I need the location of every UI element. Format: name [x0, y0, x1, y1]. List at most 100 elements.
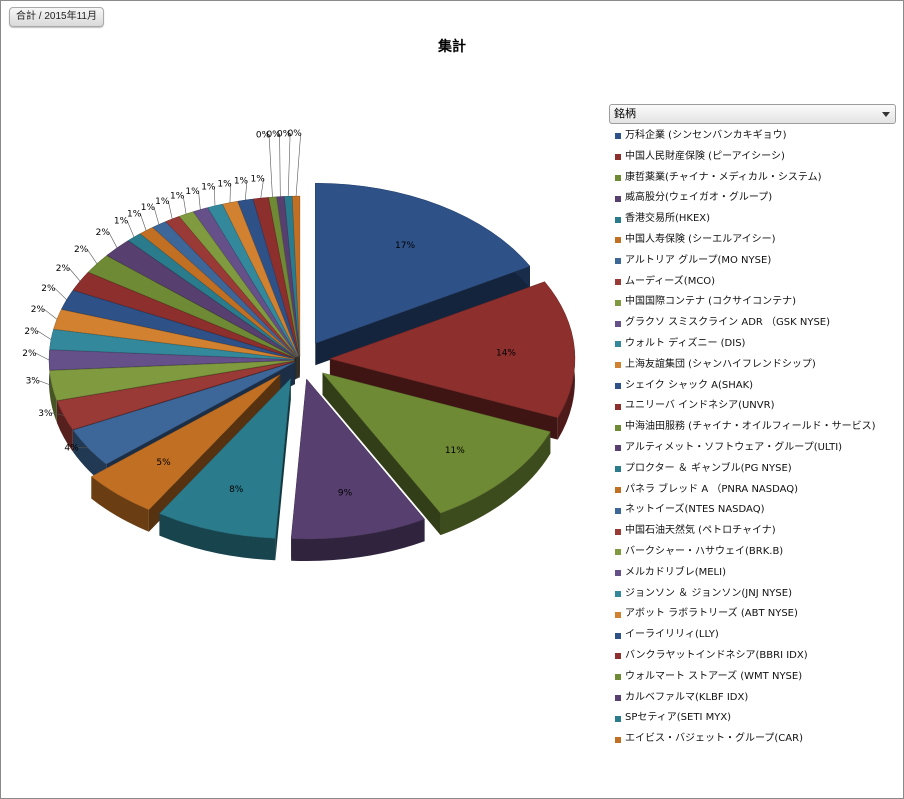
legend-label: 中国石油天然気 (ペトロチャイナ) [625, 525, 776, 537]
legend-item: バンクラヤットインドネシア(BBRI IDX) [609, 646, 896, 667]
legend-item: グラクソ スミスクライン ADR （GSK NYSE) [609, 313, 896, 334]
slice-percentage-label: 1% [170, 192, 185, 202]
legend-item: 中国石油天然気 (ペトロチャイナ) [609, 521, 896, 542]
leader-line [37, 330, 52, 340]
legend-item: 上海友誼集団 (シャンハイフレンドシップ) [609, 355, 896, 376]
pie-chart: 17%14%11%9%8%5%4%3%3%2%2%2%2%2%2%2%1%1%1… [22, 129, 576, 562]
legend-swatch [615, 174, 621, 181]
slice-percentage-label: 8% [229, 485, 244, 495]
leader-line [38, 380, 53, 386]
slice-percentage-label: 0% [256, 130, 271, 140]
legend-item: シェイク シャック A(SHAK) [609, 376, 896, 397]
filter-field-button[interactable]: 合計 / 2015年11月 [9, 7, 104, 27]
slice-percentage-label: 1% [234, 177, 249, 187]
legend-swatch [615, 590, 621, 597]
leader-line [153, 206, 160, 225]
legend-list: 万科企業 (シンセンバンカキギョウ) 中国人民財産保険 (ピーアイシーシ) 康哲薬業… [609, 126, 896, 750]
legend-label: シェイク シャック A(SHAK) [625, 379, 754, 391]
legend-label: ウォルマート ストアーズ (WMT NYSE) [625, 670, 803, 682]
slice-percentage-label: 1% [141, 203, 156, 213]
legend-swatch [615, 611, 621, 618]
legend-swatch [615, 466, 621, 473]
legend-label: 香港交易所(HKEX) [625, 213, 711, 225]
slice-percentage-label: 1% [217, 179, 232, 189]
legend-swatch [615, 653, 621, 660]
legend-label: イーライリリィ(LLY) [625, 629, 719, 641]
leader-line [86, 248, 98, 264]
legend-label: プロクター ＆ ギャンブル(PG NYSE) [625, 462, 792, 474]
legend-label: 万科企業 (シンセンバンカキギョウ) [625, 130, 787, 141]
legend-item: イーライリリィ(LLY) [609, 625, 896, 646]
chart-title: 集計 [438, 39, 466, 55]
leader-line [43, 308, 58, 320]
leader-line [68, 267, 81, 282]
leader-line [139, 213, 147, 231]
legend-label: ネットイーズ(NTES NASDAQ) [625, 504, 765, 516]
slice-percentage-label: 1% [185, 187, 200, 197]
pie-slice [159, 377, 292, 561]
legend-label: ウォルト ディズニー (DIS) [625, 337, 746, 349]
legend-item: 万科企業 (シンセンバンカキギョウ) [609, 126, 896, 147]
legend-label: アボット ラボラトリーズ (ABT NYSE) [625, 608, 798, 620]
leader-line [244, 180, 248, 201]
legend-swatch [615, 154, 621, 161]
legend-field-dropdown[interactable]: 銘柄 [609, 104, 896, 124]
legend-label: エイビス・バジェット・グループ(CAR) [625, 733, 803, 745]
leader-line [214, 186, 216, 206]
leader-line [229, 183, 231, 203]
legend-swatch [615, 549, 621, 556]
leader-line [182, 195, 187, 215]
leader-line [295, 133, 302, 197]
leader-line [260, 178, 264, 199]
slice-percentage-label: 2% [56, 264, 71, 274]
slice-percentage-label: 1% [201, 183, 216, 193]
legend-item: 中国国際コンテナ (コクサイコンテナ) [609, 292, 896, 313]
slice-percentage-label: 2% [41, 284, 56, 294]
legend-swatch [615, 715, 621, 722]
legend-item: エイビス・バジェット・グループ(CAR) [609, 729, 896, 750]
legend-swatch [615, 195, 621, 202]
legend-label: メルカドリブレ(MELI) [625, 566, 726, 578]
legend-label: パネラ ブレッド A （PNRA NASDAQ) [625, 483, 799, 495]
legend-item: メルカドリブレ(MELI) [609, 563, 896, 584]
slice-percentage-label: 1% [127, 209, 142, 219]
legend-swatch [615, 133, 621, 140]
chevron-down-icon[interactable] [882, 112, 890, 117]
legend-swatch [615, 632, 621, 639]
leader-line [51, 412, 64, 416]
leader-line [198, 190, 201, 210]
leader-line [54, 287, 67, 300]
leader-line [126, 220, 135, 238]
legend-swatch [615, 278, 621, 285]
slice-percentage-label: 1% [155, 197, 170, 207]
slice-percentage-label: 2% [24, 327, 39, 337]
legend-label: ジョンソン ＆ ジョンソン(JNJ NYSE) [625, 587, 792, 599]
legend-swatch [615, 674, 621, 681]
legend-item: 中国人民財産保険 (ピーアイシーシ) [609, 147, 896, 168]
slice-percentage-label: 3% [38, 409, 53, 419]
legend-swatch [615, 237, 621, 244]
slice-percentage-label: 3% [26, 377, 41, 387]
legend-item: ジョンソン ＆ ジョンソン(JNJ NYSE) [609, 584, 896, 605]
legend-item: SPセティア(SETI MYX) [609, 708, 896, 729]
leader-line [287, 133, 291, 197]
legend-label: 康哲薬業(チャイナ・メディカル・システム) [625, 171, 822, 183]
legend-swatch [615, 424, 621, 431]
leader-line [279, 133, 281, 197]
legend-item: ウォルマート ストアーズ (WMT NYSE) [609, 667, 896, 688]
slice-percentage-label: 1% [114, 216, 129, 226]
slice-percentage-label: 2% [22, 349, 37, 359]
slice-percentage-label: 9% [338, 488, 353, 498]
legend-swatch [615, 445, 621, 452]
legend-field-label: 銘柄 [614, 107, 636, 120]
legend-swatch [615, 320, 621, 327]
legend-item: ユニリーバ インドネシア(UNVR) [609, 396, 896, 417]
slice-percentage-label: 4% [64, 444, 79, 454]
slice-percentage-label: 0% [266, 130, 281, 140]
legend-item: 香港交易所(HKEX) [609, 209, 896, 230]
legend-swatch [615, 736, 621, 743]
legend-label: バークシャー・ハサウェイ(BRK.B) [625, 545, 784, 557]
slice-percentage-label: 0% [288, 129, 303, 139]
slice-percentage-label: 2% [31, 305, 46, 315]
leader-line [268, 134, 273, 198]
